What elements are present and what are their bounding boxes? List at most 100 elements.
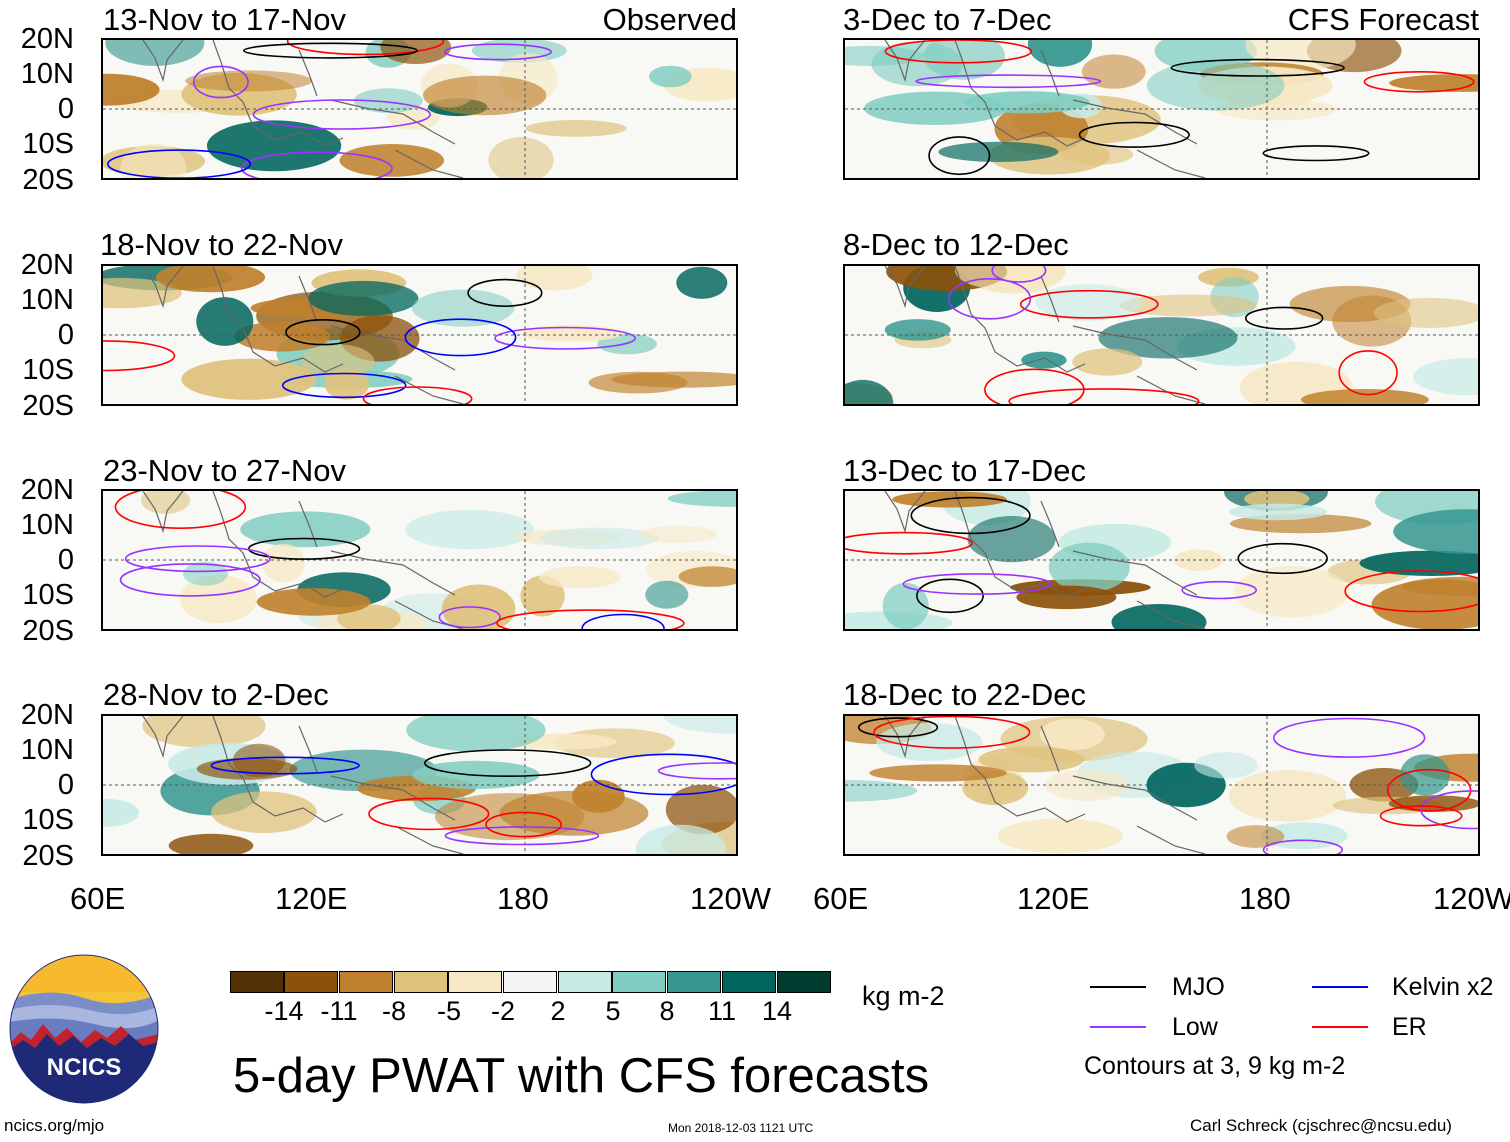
colorbar-label: -11 [320,996,358,1026]
pwat-anomaly-blob [1174,549,1223,572]
colorbar-swatch-5 [448,971,502,993]
pwat-anomaly-blob [155,266,266,293]
wave-contour [991,266,1047,283]
pwat-field [845,40,1478,178]
pwat-anomaly-blob [211,791,317,833]
pwat-anomaly-blob [196,297,254,346]
pwat-anomaly-blob [1393,509,1478,554]
pwat-anomaly-blob [525,120,627,137]
legend-line-kelvin [1312,986,1368,988]
pwat-anomaly-blob [540,527,659,550]
pwat-anomaly-blob [1359,550,1478,576]
pwat-anomaly-blob [1399,754,1450,796]
map-panel-forecast-1 [843,38,1480,180]
wave-contour [1170,58,1345,77]
pwat-anomaly-blob [1098,317,1238,359]
pwat-anomaly-blob [997,818,1123,854]
panel-title-left-2: 18-Nov to 22-Nov [100,227,343,262]
wave-contour [494,326,636,350]
colorbar-swatch-4 [394,971,448,993]
pwat-anomaly-blob [256,588,371,616]
pwat-anomaly-blob [1226,825,1285,848]
pwat-anomaly-blob [181,358,317,400]
pwat-anomaly-blob [649,65,692,88]
pwat-anomaly-blob [967,516,1056,563]
pwat-field [103,491,736,629]
colorbar-unit: kg m-2 [862,981,945,1011]
colorbar-swatch-10 [722,971,776,993]
wave-contour [362,386,473,404]
pwat-anomaly-blob [845,379,894,404]
footer-url[interactable]: ncics.org/mjo [4,1116,105,1135]
lat-label-10s: 10S [22,579,74,611]
wave-contour [928,136,991,176]
pwat-anomaly-blob [168,833,254,854]
pwat-anomaly-blob [1228,770,1347,822]
pwat-anomaly-blob [1244,491,1310,509]
colorbar-swatch-11 [777,971,831,993]
lat-label-10n: 10N [20,734,74,766]
colorbar-swatch-6 [503,971,557,993]
wave-contour [1237,542,1328,575]
pwat-anomaly-blob [1072,348,1143,376]
pwat-anomaly-blob [488,137,554,178]
colorbar-label: -8 [381,996,406,1026]
map-panel-forecast-3 [843,489,1480,631]
legend-label-kelvin: Kelvin x2 [1392,973,1494,1001]
pwat-anomaly-blob [423,75,547,116]
pwat-anomaly-blob [103,277,182,309]
wave-contour [1262,145,1370,162]
wave-contour [916,578,984,614]
pwat-anomaly-blob [142,716,266,748]
pwat-field [103,716,736,854]
coastline [142,491,464,629]
panel-title-left-4: 28-Nov to 2-Dec [103,677,329,712]
wave-contour [243,42,418,59]
wave-contour [873,716,1031,749]
wave-contour [1344,570,1478,613]
pwat-anomaly-blob [1021,351,1067,369]
wave-contour [1363,70,1475,93]
wave-contour [404,318,517,357]
lat-label-10s: 10S [22,804,74,836]
colorbar-label: -5 [436,996,461,1026]
wave-contour [240,151,393,178]
lat-label-10n: 10N [20,284,74,316]
pwat-anomaly-blob [676,266,728,299]
wave-contour [1379,805,1463,827]
wave-contour [1019,289,1159,319]
pwat-anomaly-blob [611,371,736,388]
wave-contour [247,537,361,560]
pwat-anomaly-blob [261,543,305,583]
lat-label-20s: 20S [22,615,74,647]
wave-contour [581,613,665,629]
pwat-anomaly-blob [182,561,229,586]
wave-contour [984,368,1085,404]
pwat-anomaly-blob [308,280,419,316]
lat-label-0: 0 [57,769,74,801]
pwat-anomaly-blob [1388,795,1478,812]
lat-label-20n: 20N [20,23,74,55]
lat-label-20n: 20N [20,249,74,281]
pwat-anomaly-blob [103,73,160,106]
pwat-anomaly-blob [678,566,736,587]
coastline [884,716,1206,854]
wave-contour [1262,839,1343,854]
logo-text: NCICS [46,1054,122,1081]
wave-contour [424,749,592,778]
pwat-anomaly-blob [1035,284,1142,321]
forecast-header: CFS Forecast [1287,2,1479,37]
map-panel-observed-1 [101,38,738,180]
wave-contour [485,811,562,838]
wave-contour [902,573,1052,595]
lon-label-60e: 60E [813,881,869,916]
coastline [142,40,464,178]
lon-label-120w: 120W [1433,881,1510,916]
lat-label-20n: 20N [20,474,74,506]
pwat-anomaly-blob [938,141,1059,162]
footer-timestamp: Mon 2018-12-03 1121 UTC [668,1121,814,1135]
panel-title-left-3: 23-Nov to 27-Nov [103,453,346,488]
wave-contour [1273,717,1426,758]
colorbar-swatch-1 [230,971,284,993]
pwat-anomaly-blob [105,40,205,66]
